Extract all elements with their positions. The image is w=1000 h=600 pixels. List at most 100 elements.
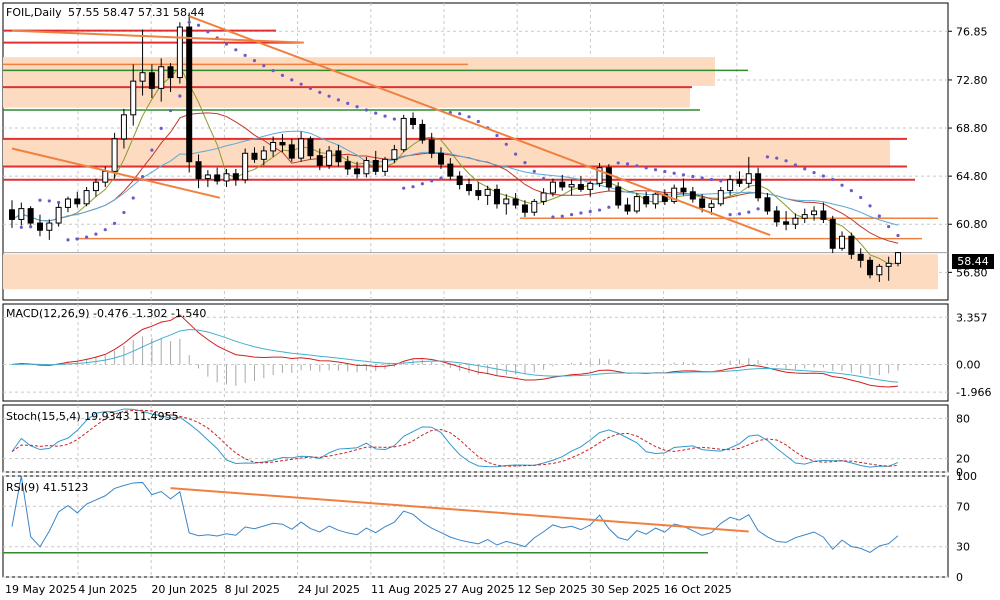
sma-mid-line: [11, 112, 899, 244]
bull-candle-body: [223, 173, 230, 182]
psar-dot: [122, 210, 126, 215]
bull-candle-body: [363, 160, 370, 175]
psar-dot: [495, 133, 499, 138]
candle: [195, 154, 202, 189]
psar-dot: [635, 164, 639, 168]
candle: [475, 182, 482, 201]
trendline: [188, 15, 771, 237]
psar-dot: [308, 86, 313, 90]
psar-dot: [112, 221, 117, 225]
y-tick-label: 72.80: [956, 74, 988, 87]
psar-dot: [402, 186, 406, 190]
candle: [83, 186, 90, 207]
candle: [214, 167, 221, 185]
psar-dot: [38, 198, 42, 202]
stoch-main-line: [11, 408, 899, 468]
psar-dot: [299, 82, 303, 86]
psar-dot: [94, 232, 98, 236]
psar-dot: [514, 152, 518, 156]
psar-dot: [243, 53, 247, 57]
psar-dot: [355, 105, 359, 109]
candle: [64, 196, 71, 213]
psar-dot: [131, 196, 135, 200]
candle: [512, 192, 519, 209]
bull-candle-body: [531, 200, 538, 213]
price-zone: [3, 87, 690, 108]
psar-dot: [523, 161, 527, 165]
y-tick-label: 76.85: [956, 25, 988, 38]
x-axis-label: 24 Jul 2025: [298, 583, 360, 596]
macd-label: MACD(12,26,9) -0.476 -1.302 -1.540: [6, 307, 206, 320]
bear-candle-body: [661, 193, 668, 202]
candle: [568, 179, 575, 196]
bear-candle-body: [36, 222, 43, 231]
bear-candle-body: [148, 72, 155, 89]
psar-dot: [812, 170, 816, 175]
psar-dot: [784, 159, 788, 163]
macd-main-line: [11, 328, 899, 383]
bear-candle-body: [867, 259, 874, 276]
last-price-tag: 58.44: [952, 254, 994, 269]
psar-dot: [224, 42, 229, 46]
candle: [363, 156, 370, 178]
psar-dot: [85, 235, 89, 239]
y-tick-label: 64.80: [956, 170, 988, 183]
psar-dot: [411, 185, 415, 189]
candle: [288, 138, 295, 162]
trendlines[interactable]: [11, 15, 771, 237]
x-axis-label: 4 Jun 2025: [78, 583, 137, 596]
x-axis-label: 12 Sep 2025: [517, 583, 587, 596]
candle: [745, 156, 752, 189]
psar-dot: [551, 215, 555, 219]
candle: [27, 206, 34, 227]
candles[interactable]: [9, 12, 901, 282]
chart-header-ohlc: 57.55 58.47 57.31 58.44: [68, 6, 204, 19]
candle: [204, 170, 211, 187]
bear-candle-body: [829, 218, 836, 249]
bull-candle-body: [130, 80, 137, 116]
psar-dot: [709, 177, 714, 182]
candle: [531, 198, 538, 216]
bull-candle-body: [391, 149, 398, 160]
bull-candle-body: [111, 138, 118, 172]
psar-dot: [663, 169, 667, 174]
bear-candle-body: [493, 188, 500, 205]
psar-dot: [700, 176, 704, 180]
candle: [755, 167, 762, 202]
candle: [372, 150, 379, 175]
bear-candle-body: [736, 179, 743, 184]
candle: [540, 188, 547, 206]
psar-dot: [439, 176, 443, 180]
candle: [148, 64, 155, 98]
bear-candle-body: [764, 197, 771, 212]
candle: [857, 248, 864, 268]
candle: [643, 191, 650, 208]
candle: [382, 156, 389, 177]
psar-dot: [877, 214, 881, 218]
bull-candle-body: [895, 252, 901, 264]
candle: [633, 192, 640, 214]
psar-dot: [653, 168, 658, 172]
y-tick-label: 56.80: [956, 266, 988, 279]
candle: [46, 219, 53, 240]
candle: [456, 171, 463, 190]
candle: [783, 211, 790, 231]
psar-dot: [29, 225, 33, 229]
x-axis-label: 27 Aug 2025: [444, 583, 514, 596]
psar-dot: [290, 78, 294, 82]
rsi-tick-label: 100: [956, 470, 977, 483]
psar-dot: [374, 111, 378, 115]
candle: [624, 197, 631, 215]
candle: [55, 203, 62, 227]
candle: [503, 194, 510, 215]
candle: [111, 132, 118, 179]
candle: [689, 186, 696, 203]
candle: [307, 136, 314, 160]
candle: [549, 178, 556, 197]
psar-dot: [569, 213, 574, 217]
bear-candle-body: [419, 123, 426, 141]
bear-candle-body: [251, 152, 258, 160]
rsi-trendline: [170, 487, 749, 533]
bear-candle-body: [848, 235, 855, 255]
